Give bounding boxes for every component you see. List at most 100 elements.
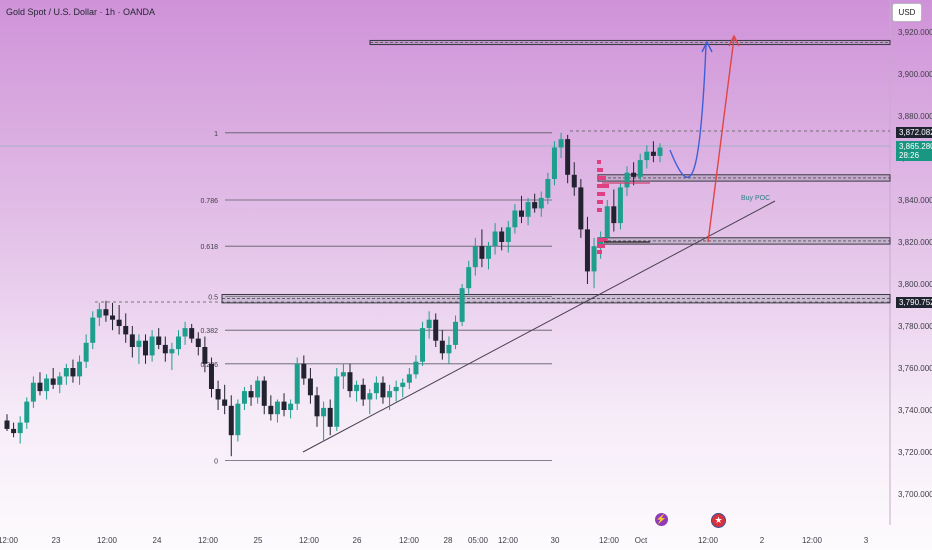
candle-body[interactable] <box>143 340 149 356</box>
candle-body[interactable] <box>387 391 393 398</box>
candle-body[interactable] <box>334 376 340 427</box>
candle-body[interactable] <box>288 403 294 410</box>
candle-body[interactable] <box>631 172 637 177</box>
candle-body[interactable] <box>538 197 544 209</box>
candle-body[interactable] <box>195 338 201 347</box>
candle-body[interactable] <box>486 246 492 259</box>
candle-body[interactable] <box>57 376 63 385</box>
candle-body[interactable] <box>77 361 83 377</box>
candle-body[interactable] <box>274 401 280 415</box>
candle-body[interactable] <box>110 315 116 320</box>
candle-body[interactable] <box>228 405 234 436</box>
candle-body[interactable] <box>466 267 472 289</box>
candle-body[interactable] <box>360 384 366 400</box>
candle-body[interactable] <box>11 428 17 434</box>
candle-body[interactable] <box>340 372 346 377</box>
candle-body[interactable] <box>281 401 287 410</box>
candle-body[interactable] <box>532 202 538 209</box>
candle-body[interactable] <box>268 405 274 415</box>
candle-body[interactable] <box>578 187 584 230</box>
candle-body[interactable] <box>426 319 432 329</box>
candle-body[interactable] <box>637 160 643 177</box>
us-flag-event-icon[interactable]: ★ <box>711 513 726 528</box>
candle-body[interactable] <box>169 349 175 354</box>
candle-body[interactable] <box>525 202 531 217</box>
candle-body[interactable] <box>123 326 129 335</box>
candle-body[interactable] <box>175 336 181 350</box>
candle-body[interactable] <box>518 210 524 217</box>
candle-body[interactable] <box>189 328 195 339</box>
candle-body[interactable] <box>63 368 69 377</box>
candle-body[interactable] <box>327 407 333 427</box>
candle-body[interactable] <box>453 321 459 345</box>
candle-body[interactable] <box>208 363 214 389</box>
candle-body[interactable] <box>413 361 419 375</box>
candle-body[interactable] <box>294 363 300 404</box>
candle-body[interactable] <box>156 336 162 345</box>
ascending-trendline[interactable] <box>302 200 776 453</box>
candle-body[interactable] <box>479 246 485 259</box>
candle-body[interactable] <box>472 246 478 268</box>
candle-body[interactable] <box>4 420 10 429</box>
candle-body[interactable] <box>136 340 142 347</box>
bullish-projection-red[interactable] <box>707 37 735 243</box>
candle-body[interactable] <box>307 378 313 396</box>
candle-body[interactable] <box>347 372 353 392</box>
candle-body[interactable] <box>499 231 505 243</box>
candle-body[interactable] <box>373 382 379 394</box>
candle-body[interactable] <box>215 389 221 400</box>
candle-body[interactable] <box>182 328 188 337</box>
candle-body[interactable] <box>83 342 89 362</box>
candle-body[interactable] <box>90 317 96 343</box>
candle-body[interactable] <box>202 347 208 364</box>
candle-body[interactable] <box>591 246 597 272</box>
candle-body[interactable] <box>650 151 656 156</box>
candle-body[interactable] <box>505 227 511 242</box>
candle-body[interactable] <box>584 229 590 272</box>
candle-body[interactable] <box>70 368 76 377</box>
candle-body[interactable] <box>604 206 610 238</box>
lightning-event-icon[interactable]: ⚡ <box>655 513 668 526</box>
candle-body[interactable] <box>571 174 577 188</box>
candle-body[interactable] <box>551 147 557 180</box>
candle-body[interactable] <box>241 391 247 404</box>
candle-body[interactable] <box>558 139 564 148</box>
candle-body[interactable] <box>24 401 30 423</box>
candle-body[interactable] <box>301 363 307 379</box>
candle-body[interactable] <box>367 393 373 400</box>
candle-body[interactable] <box>439 340 445 354</box>
currency-selector[interactable]: USD <box>892 3 922 22</box>
candle-body[interactable] <box>44 378 50 392</box>
candle-body[interactable] <box>545 179 551 198</box>
candle-body[interactable] <box>420 328 426 362</box>
candle-body[interactable] <box>37 382 43 392</box>
candle-body[interactable] <box>17 422 23 434</box>
candle-body[interactable] <box>406 374 412 383</box>
candle-body[interactable] <box>50 378 56 385</box>
candle-body[interactable] <box>644 151 650 161</box>
candle-body[interactable] <box>617 187 623 224</box>
candle-body[interactable] <box>129 334 135 347</box>
candle-body[interactable] <box>222 399 228 406</box>
candle-body[interactable] <box>611 206 617 224</box>
candle-body[interactable] <box>433 319 439 341</box>
candle-body[interactable] <box>446 344 452 354</box>
candle-body[interactable] <box>565 139 571 175</box>
candle-body[interactable] <box>393 386 399 392</box>
candle-body[interactable] <box>30 382 36 402</box>
candle-body[interactable] <box>512 210 518 228</box>
candle-body[interactable] <box>116 319 122 326</box>
candle-body[interactable] <box>492 231 498 247</box>
candle-body[interactable] <box>149 336 155 356</box>
bullish-projection-blue[interactable] <box>669 44 707 178</box>
candle-body[interactable] <box>459 288 465 322</box>
candle-body[interactable] <box>380 382 386 398</box>
candle-body[interactable] <box>255 380 261 398</box>
candle-body[interactable] <box>96 309 102 318</box>
candle-body[interactable] <box>321 407 327 417</box>
candle-body[interactable] <box>400 382 406 387</box>
candle-body[interactable] <box>261 380 267 406</box>
candle-body[interactable] <box>103 309 109 316</box>
candle-body[interactable] <box>235 403 241 436</box>
